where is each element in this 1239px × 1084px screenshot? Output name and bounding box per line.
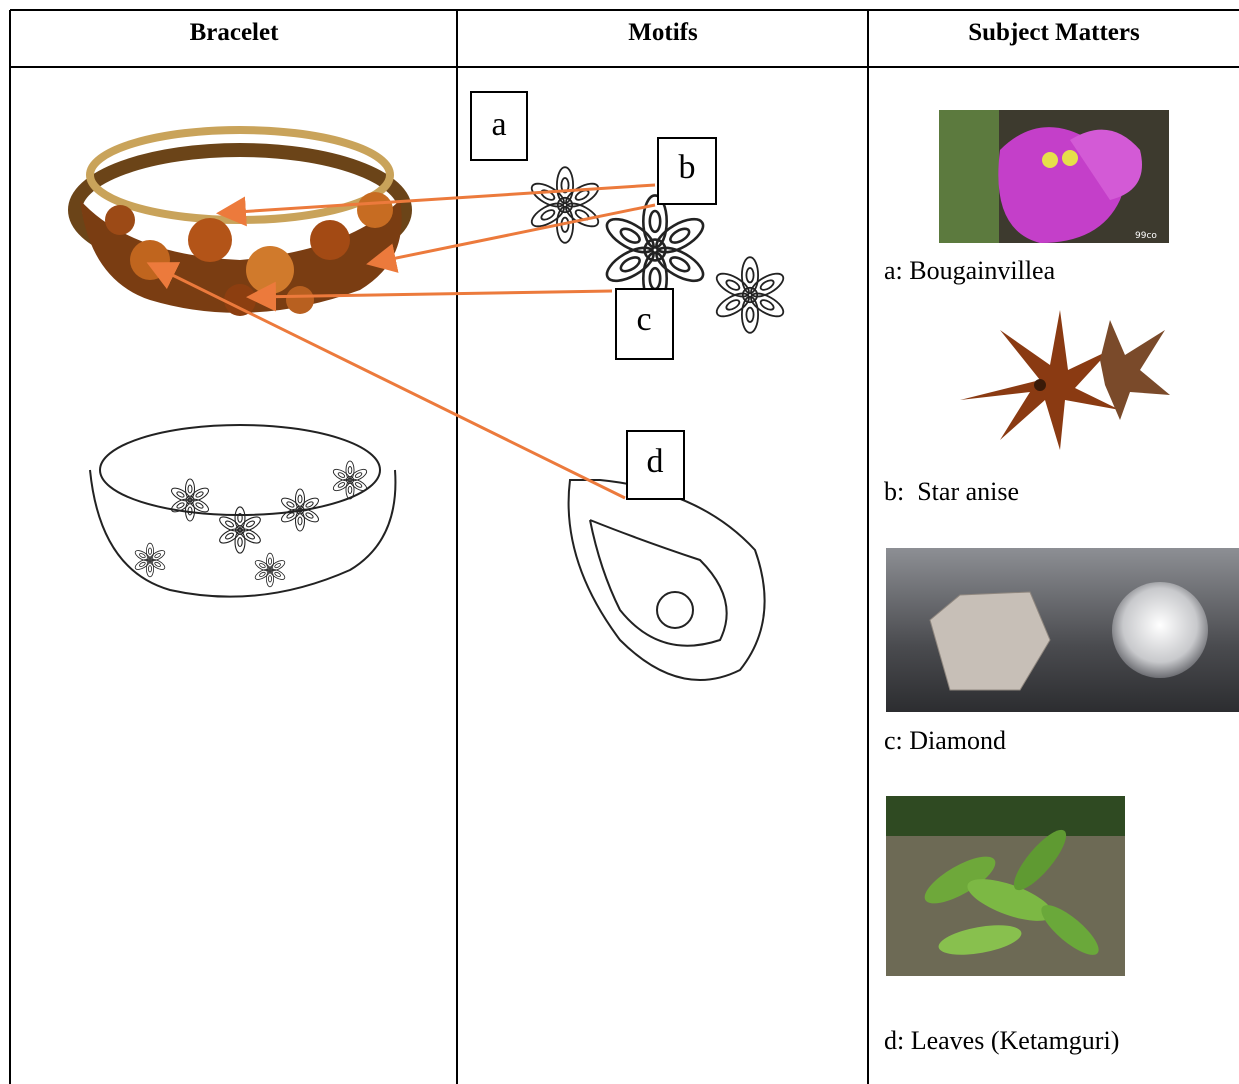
header-cell: Motifs	[628, 19, 698, 46]
table-grid	[9, 9, 1239, 1084]
motif-label: d	[647, 443, 664, 480]
subject-caption: b: Star anise	[884, 477, 1019, 506]
star-anise-photo	[960, 310, 1170, 450]
motif-label: a	[491, 106, 506, 143]
label-box: a	[470, 91, 528, 161]
subject-caption: a: Bougainvillea	[884, 256, 1056, 285]
motif-label: b	[679, 149, 696, 186]
bracelet-sketch	[89, 424, 397, 598]
diamond-photo	[886, 548, 1239, 712]
bougainvillea-photo: 99co	[939, 110, 1169, 243]
label-box: b	[657, 137, 717, 205]
subject-caption: c: Diamond	[884, 726, 1006, 755]
bracelet-photo	[68, 126, 412, 316]
label-box: d	[626, 430, 685, 500]
header-cell: Subject Matters	[968, 19, 1140, 46]
watermark: 99co	[1135, 231, 1157, 241]
header-cell: Bracelet	[190, 19, 280, 46]
motif-drawing	[527, 166, 788, 681]
leaves-photo	[886, 796, 1125, 976]
label-box: c	[615, 288, 674, 360]
arrows	[146, 183, 656, 500]
subject-caption: d: Leaves (Ketamguri)	[884, 1026, 1119, 1055]
motif-label: c	[636, 301, 651, 338]
